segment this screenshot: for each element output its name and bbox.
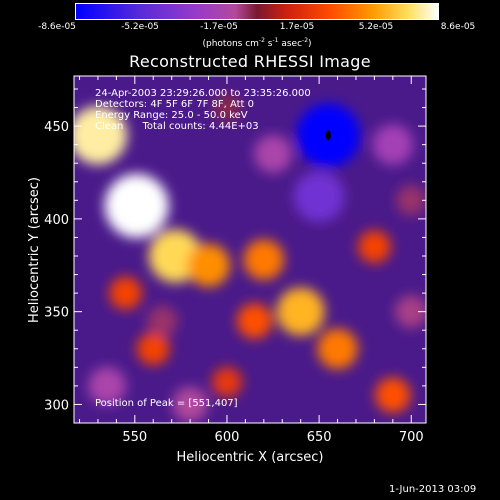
minimum-marker	[325, 130, 331, 141]
y-axis: 300 350 400 450	[44, 88, 426, 424]
heatmap-feature	[74, 106, 128, 165]
annotation-clean: Clean Total counts: 4.44E+03	[95, 121, 259, 132]
x-tick-label: 650	[307, 430, 332, 445]
heatmap-feature	[358, 230, 391, 264]
colorbar-gradient	[76, 4, 438, 19]
heatmap-feature	[372, 124, 414, 165]
colorbar-tick: 5.2e-05	[358, 22, 394, 32]
colorbar-tick: 1.7e-05	[279, 22, 315, 32]
colorbar-units: (photons cm-2 s-1 asec-2)	[202, 37, 312, 49]
heatmap-feature	[104, 173, 169, 238]
timestamp: 1-Jun-2013 03:09	[389, 484, 477, 495]
heatmap-feature	[254, 134, 292, 173]
heatmap-feature	[293, 171, 345, 222]
heatmap-feature	[187, 243, 231, 287]
chart-title: Reconstructed RHESSI Image	[129, 52, 371, 71]
y-tick-label: 350	[44, 306, 69, 321]
y-tick-label: 450	[44, 120, 69, 135]
heatmap-feature	[172, 386, 208, 423]
heatmap-feature	[317, 328, 358, 370]
colorbar-tick: -5.2e-05	[121, 22, 159, 32]
heatmap-feature	[88, 366, 127, 405]
heatmap-feature	[236, 303, 273, 339]
heatmap-feature	[136, 332, 170, 366]
heatmap-feature	[396, 185, 426, 216]
y-tick-label: 400	[44, 213, 69, 228]
colorbar-tick: -8.6e-05	[38, 22, 76, 32]
x-tick-label: 700	[399, 430, 424, 445]
heatmap-feature	[375, 377, 411, 413]
x-tick-label: 550	[122, 430, 147, 445]
x-axis: 550 600 650 700	[79, 76, 424, 445]
annotation-energy: Energy Range: 25.0 - 50.0 keV	[95, 110, 248, 121]
heatmap-feature	[211, 367, 243, 398]
heatmap-feature	[109, 276, 142, 310]
y-tick-label: 300	[44, 398, 69, 413]
colorbar-tick: 8.6e-05	[440, 22, 476, 32]
plot-frame	[73, 75, 427, 424]
heatmap-feature	[213, 93, 241, 122]
peak-marker	[325, 130, 331, 141]
annotation-peak: Position of Peak = [551,407]	[95, 398, 238, 409]
colorbar-tick: -1.7e-05	[200, 22, 238, 32]
heatmap-feature	[276, 287, 325, 336]
x-tick-label: 600	[215, 430, 240, 445]
heatmap-feature	[394, 295, 426, 329]
heatmap-blobs	[74, 93, 426, 423]
y-axis-label: Heliocentric Y (arcsec)	[27, 177, 42, 323]
heatmap-feature	[147, 305, 178, 337]
colorbar	[75, 3, 439, 20]
annotation-time-range: 24-Apr-2003 23:29:26.000 to 23:35:26.000	[95, 88, 311, 99]
x-axis-label: Heliocentric X (arcsec)	[177, 450, 324, 465]
heatmap-feature	[243, 239, 285, 280]
annotation-detectors: Detectors: 4F 5F 6F 7F 8F, Att 0	[95, 99, 255, 110]
